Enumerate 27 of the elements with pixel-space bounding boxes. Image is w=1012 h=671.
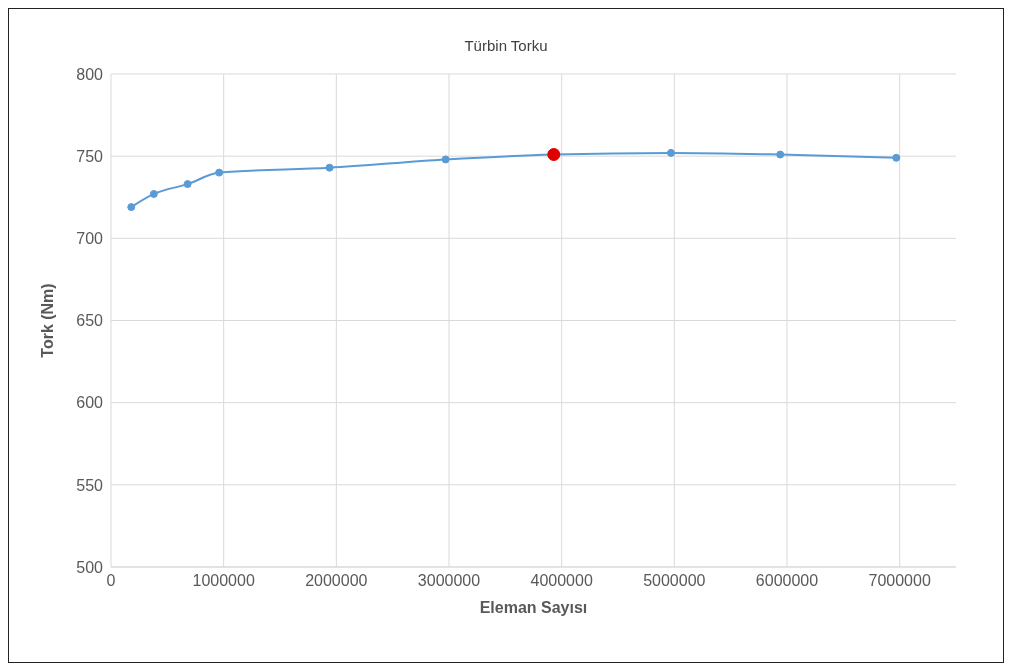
x-tick-label: 0	[106, 572, 116, 590]
y-tick-label: 750	[76, 147, 104, 165]
y-tick-label: 650	[76, 312, 104, 330]
y-axis-title: Tork (Nm)	[38, 283, 56, 358]
x-tick-label: 1000000	[192, 572, 255, 590]
point	[666, 148, 675, 157]
x-tick-label: 2000000	[305, 572, 368, 590]
x-tick-label: 3000000	[417, 572, 481, 590]
point	[149, 189, 158, 198]
y-tick-label: 800	[76, 65, 104, 83]
y-tick-label: 700	[76, 230, 104, 248]
x-tick-label: 4000000	[530, 572, 593, 590]
point	[441, 155, 450, 164]
y-tick-label: 500	[76, 558, 104, 576]
point	[215, 168, 224, 177]
x-tick-label: 5000000	[643, 572, 706, 590]
x-axis-title: Eleman Sayısı	[479, 599, 588, 616]
y-tick-label: 600	[76, 394, 104, 412]
x-tick-label: 6000000	[755, 572, 819, 590]
point	[183, 180, 192, 189]
point	[325, 163, 334, 172]
y-tick-label: 550	[76, 476, 104, 494]
x-tick-label: 7000000	[868, 572, 931, 590]
point	[776, 150, 785, 159]
point	[892, 153, 901, 162]
chart-title: Türbin Torku	[463, 37, 549, 54]
point	[127, 203, 136, 212]
